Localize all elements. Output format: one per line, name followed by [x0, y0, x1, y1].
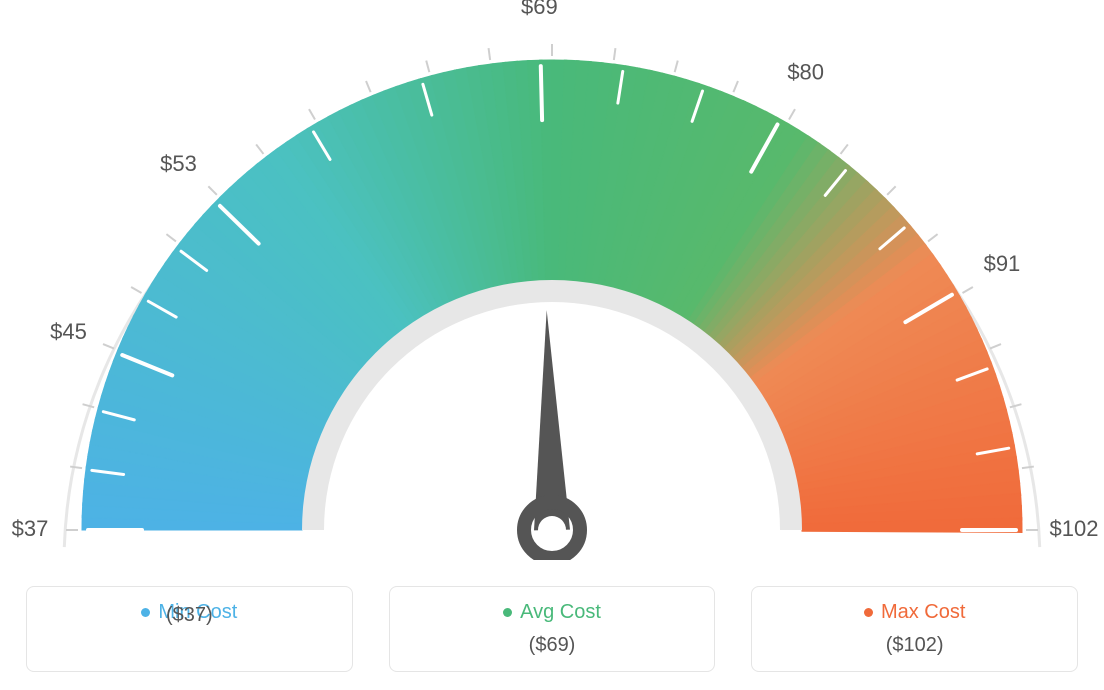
svg-text:$102: $102: [1050, 516, 1099, 541]
legend-label-max: Max Cost: [881, 601, 965, 624]
svg-text:$53: $53: [160, 151, 197, 176]
legend-title-avg: Avg Cost: [503, 601, 601, 624]
gauge-svg: $37 $45 $53 $69 $80 $91 $102: [0, 0, 1104, 560]
svg-text:$91: $91: [984, 251, 1021, 276]
legend-dot-min: [141, 608, 150, 617]
legend-value-min-real: ($37): [27, 604, 352, 627]
legend-card-max: Max Cost ($102): [751, 586, 1078, 672]
legend-label-avg: Avg Cost: [520, 601, 601, 624]
legend-card-min: Min Cost ($37): [26, 586, 353, 672]
svg-text:$37: $37: [12, 516, 49, 541]
legend-title-max: Max Cost: [864, 601, 965, 624]
legend-value-avg: ($69): [390, 634, 715, 657]
cost-gauge: $37 $45 $53 $69 $80 $91 $102: [0, 0, 1104, 560]
svg-text:$45: $45: [50, 319, 87, 344]
legend-row: Min Cost ($37) Avg Cost ($69) Max Cost (…: [0, 586, 1104, 672]
legend-card-avg: Avg Cost ($69): [389, 586, 716, 672]
svg-text:$69: $69: [521, 0, 558, 19]
legend-dot-max: [864, 608, 873, 617]
svg-text:$80: $80: [787, 60, 824, 85]
legend-value-max: ($102): [752, 634, 1077, 657]
legend-dot-avg: [503, 608, 512, 617]
